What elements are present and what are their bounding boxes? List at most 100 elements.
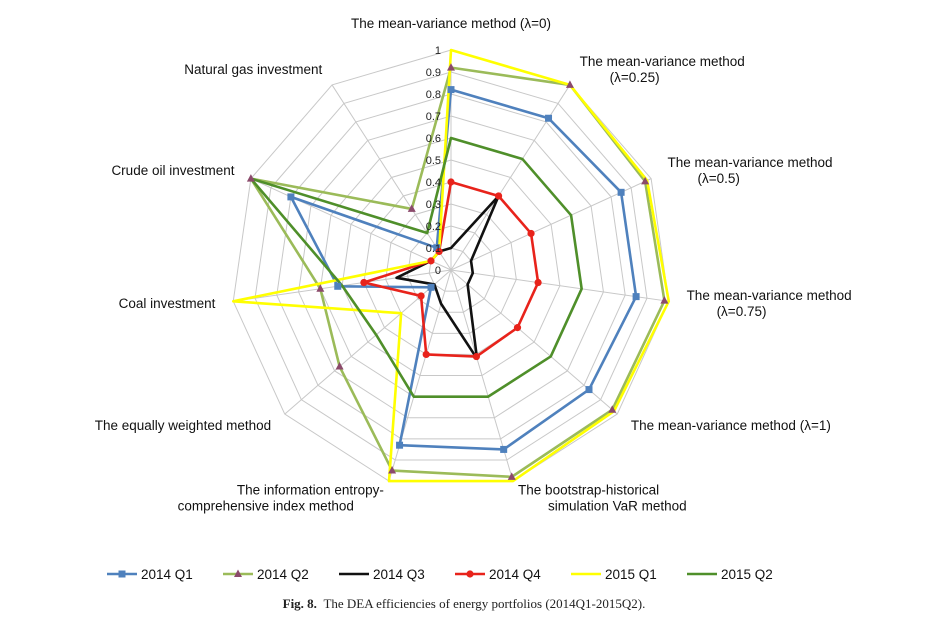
data-point xyxy=(565,80,574,88)
axis-label: The information entropy-comprehensive in… xyxy=(178,482,384,513)
tick-label: 1 xyxy=(435,45,441,57)
axis-label: Coal investment xyxy=(119,296,216,311)
data-point xyxy=(513,324,522,332)
axis-label: The mean-variance method (λ=0.5) xyxy=(667,155,832,186)
data-point xyxy=(527,229,535,238)
data-point xyxy=(388,466,397,474)
series-line xyxy=(289,88,638,451)
axis-label-line: The information entropy- xyxy=(237,482,384,497)
caption-prefix: Fig. 8. xyxy=(282,596,317,611)
axis-label-line: Natural gas investment xyxy=(184,62,322,77)
legend-marker xyxy=(466,570,474,578)
axis-label: Crude oil investment xyxy=(111,163,234,178)
data-point xyxy=(433,244,441,252)
data-point xyxy=(360,278,368,287)
grid-ring xyxy=(341,159,561,377)
tick-label: 0.2 xyxy=(426,221,441,233)
axis-label: The equally weighted method xyxy=(95,418,271,433)
legend-marker xyxy=(234,569,242,577)
grid-spoke xyxy=(331,84,452,271)
tick-label: 0.8 xyxy=(426,89,441,101)
tick-label: 0.3 xyxy=(426,199,441,211)
series-line xyxy=(249,136,583,398)
grid-spoke xyxy=(450,269,514,482)
axis-label-line: Coal investment xyxy=(119,296,216,311)
axis-label: Natural gas investment xyxy=(184,62,322,77)
axis-label-line: (λ=0.5) xyxy=(697,171,739,186)
data-point xyxy=(632,293,640,301)
data-point xyxy=(335,362,344,370)
tick-label: 0.4 xyxy=(426,177,441,189)
data-point xyxy=(287,193,295,201)
tick-label: 0.6 xyxy=(426,133,441,145)
data-point xyxy=(500,445,508,453)
figure-caption: Fig. 8. The DEA efficiencies of energy p… xyxy=(0,596,928,612)
data-point xyxy=(427,283,435,291)
data-point xyxy=(334,282,342,290)
data-point xyxy=(316,284,325,292)
data-point xyxy=(396,441,404,449)
grid-spoke xyxy=(250,178,452,271)
grid-ring xyxy=(254,71,648,461)
axis-label: The bootstrap-historical simulation VaR m… xyxy=(518,482,687,513)
tick-label: 0.7 xyxy=(426,111,441,123)
axis-label-line: Crude oil investment xyxy=(111,163,234,178)
data-point xyxy=(447,178,455,186)
data-point xyxy=(585,386,593,394)
legend-label: 2014 Q4 xyxy=(489,567,541,582)
axis-label-line: (λ=0.25) xyxy=(610,70,660,85)
data-point xyxy=(641,176,650,185)
legend: 2014 Q1 2014 Q2 2014 Q3 2014 Q4 2015 Q1 2015 … xyxy=(107,567,773,582)
data-point xyxy=(417,292,425,300)
axis-label-line: The mean-variance method xyxy=(667,155,832,170)
axis-label-line: simulation VaR method xyxy=(548,498,687,513)
caption-text: The DEA efficiencies of energy portfolio… xyxy=(323,596,646,611)
grid-spoke xyxy=(450,269,669,302)
data-point xyxy=(534,278,542,287)
data-point xyxy=(472,352,481,361)
axis-label-line: The mean-variance method (λ=0) xyxy=(351,16,551,31)
data-point xyxy=(494,192,503,200)
axis-label-line: (λ=0.75) xyxy=(717,304,767,319)
axis-label: The mean-variance method (λ=0.75) xyxy=(687,288,852,319)
legend-label: 2014 Q1 xyxy=(141,567,193,582)
axis-label: The mean-variance method (λ=0) xyxy=(351,16,551,31)
tick-label: 0.1 xyxy=(426,243,441,255)
data-point xyxy=(617,188,625,196)
data-point xyxy=(246,174,255,182)
axis-label-line: comprehensive index method xyxy=(178,498,354,513)
grid-ring xyxy=(385,203,517,334)
data-point xyxy=(422,350,430,359)
grid-ring xyxy=(276,93,626,440)
data-point xyxy=(660,296,669,304)
axis-labels: The mean-variance method (λ=0) The mean-v… xyxy=(95,16,852,513)
legend-label: 2015 Q1 xyxy=(605,567,657,582)
grid-ring xyxy=(406,225,496,313)
axis-label: The mean-variance method (λ=0.25) xyxy=(580,54,745,85)
data-point xyxy=(435,247,443,256)
axis-label-line: The mean-variance method xyxy=(580,54,745,69)
legend-marker xyxy=(118,570,126,578)
series-line xyxy=(249,66,666,479)
axis-label-line: The equally weighted method xyxy=(95,418,271,433)
grid-ring xyxy=(298,115,604,419)
series-group xyxy=(231,48,671,483)
data-point xyxy=(407,204,416,212)
data-point xyxy=(447,86,455,94)
tick-labels: 0 0.1 0.2 0.3 0.4 0.5 0.6 0.7 0.8 0.9 1 xyxy=(426,45,441,277)
tick-label: 0 xyxy=(435,265,441,277)
data-point xyxy=(427,257,435,265)
axis-label-line: The bootstrap-historical xyxy=(518,482,659,497)
data-point xyxy=(507,472,516,480)
legend-label: 2015 Q2 xyxy=(721,567,773,582)
data-point xyxy=(608,405,617,413)
data-point xyxy=(545,114,553,122)
legend-label: 2014 Q3 xyxy=(373,567,425,582)
axis-label: The mean-variance method (λ=1) xyxy=(631,418,831,433)
tick-label: 0.5 xyxy=(426,155,441,167)
axis-label-line: The mean-variance method xyxy=(687,288,852,303)
legend-label: 2014 Q2 xyxy=(257,567,309,582)
tick-label: 0.9 xyxy=(426,67,441,79)
